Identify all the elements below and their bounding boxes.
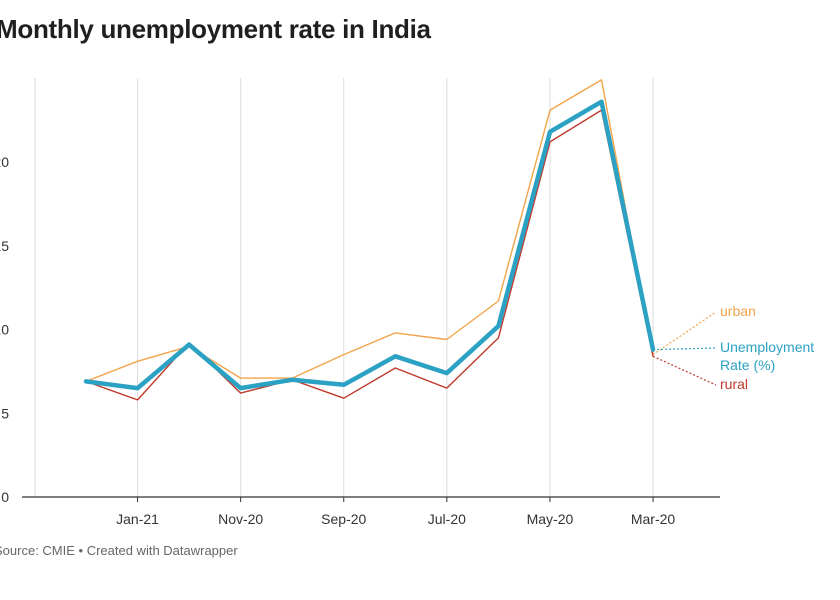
- x-tick-label: Mar-20: [631, 511, 676, 527]
- y-tick-label: 5: [1, 405, 9, 421]
- series-lines: [83, 79, 656, 401]
- source-note: Source: CMIE • Created with Datawrapper: [0, 543, 238, 558]
- label-leader-line: [653, 347, 717, 351]
- x-axis-tick-labels: Jan-21 Nov-20 Sep-20 Jul-20 May-20 Mar-20: [116, 511, 675, 527]
- x-tick-label: Sep-20: [321, 511, 366, 527]
- label-leader-line: [652, 355, 717, 386]
- series-line-unemployment-rate: [83, 99, 656, 391]
- series-label: Unemployment Rate (%): [720, 339, 814, 373]
- y-tick-label: 10: [0, 322, 9, 338]
- series-label: urban: [720, 303, 756, 319]
- y-axis-tick-labels: 0 5 10 15 20: [0, 154, 9, 505]
- y-tick-label: 20: [0, 154, 9, 170]
- chart-title: Monthly unemployment rate in India: [0, 14, 431, 44]
- gridlines: [22, 78, 720, 502]
- x-tick-label: Jan-21: [116, 511, 159, 527]
- series-line-rural: [85, 109, 654, 401]
- label-leader-line: [652, 311, 717, 356]
- series-label: rural: [720, 376, 748, 392]
- x-tick-label: May-20: [527, 511, 574, 527]
- x-tick-label: Jul-20: [428, 511, 466, 527]
- series-labels: urban Unemployment Rate (%) rural: [652, 303, 814, 392]
- y-tick-label: 15: [0, 238, 9, 254]
- series-line-urban: [85, 79, 654, 383]
- y-tick-label: 0: [1, 489, 9, 505]
- x-tick-label: Nov-20: [218, 511, 263, 527]
